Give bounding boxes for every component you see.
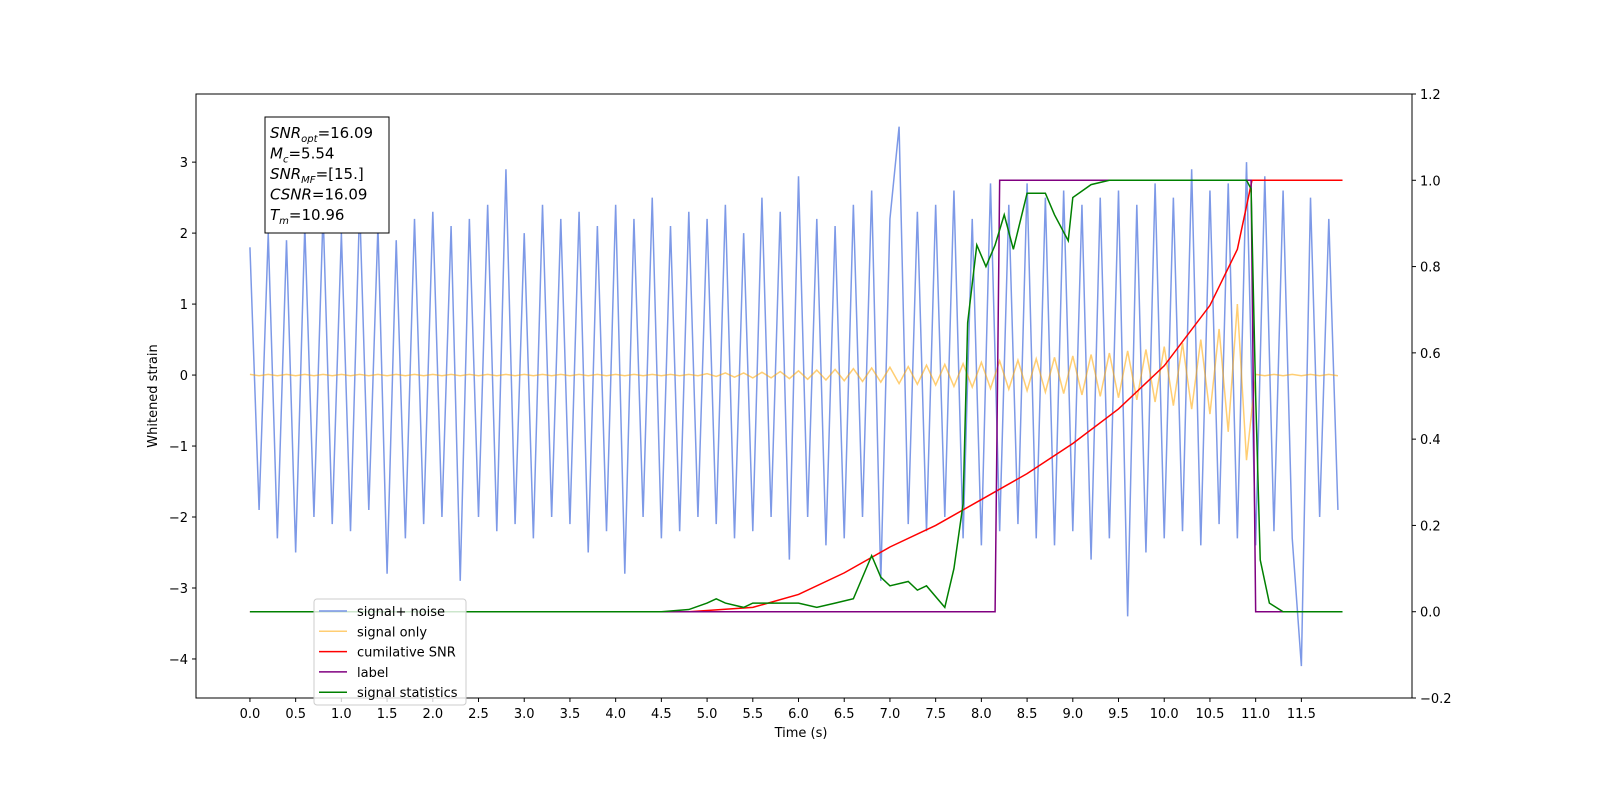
x-tick-label: 6.5 — [834, 707, 855, 722]
legend-label: signal statistics — [357, 686, 458, 701]
y2-tick-label: 0.2 — [1420, 519, 1441, 534]
x-tick-label: 11.0 — [1241, 707, 1270, 722]
annotation-line: CSNR=16.09 — [270, 186, 367, 204]
annotation-sub: c — [283, 155, 289, 166]
y2-tick-label: 1.2 — [1420, 88, 1441, 103]
x-tick-label: 5.0 — [697, 707, 718, 722]
x-tick-label: 8.0 — [971, 707, 992, 722]
annotation-name: M — [270, 145, 283, 163]
legend-label: label — [357, 666, 388, 681]
series-line — [249, 304, 1339, 461]
y2-tick-label: 0.0 — [1420, 606, 1441, 621]
x-tick-label: 10.0 — [1150, 707, 1179, 722]
annotation-name: SNR — [270, 165, 301, 183]
annotation-box — [264, 116, 390, 234]
y2-tick-label: 0.4 — [1420, 433, 1441, 448]
y-tick-label: −3 — [169, 582, 188, 597]
x-tick-label: 3.5 — [560, 707, 581, 722]
x-tick-label: 4.5 — [651, 707, 672, 722]
annotation-name: CSNR — [270, 186, 312, 204]
annotation-sub: m — [279, 216, 289, 227]
x-tick-label: 7.5 — [925, 707, 946, 722]
y-tick-label: −1 — [169, 440, 188, 455]
x-tick-label: 1.0 — [331, 707, 352, 722]
y-tick-label: 3 — [180, 156, 188, 171]
x-tick-label: 10.5 — [1195, 707, 1224, 722]
y2-tick-label: −0.2 — [1420, 692, 1452, 707]
x-tick-label: 9.0 — [1062, 707, 1083, 722]
annotation-name: SNR — [270, 124, 301, 142]
y-tick-label: 1 — [180, 298, 188, 313]
x-tick-label: 6.0 — [788, 707, 809, 722]
y-tick-label: 0 — [180, 369, 188, 384]
x-axis-label: Time (s) — [774, 726, 828, 741]
annotation-name: T — [270, 206, 281, 224]
annotation-line: SNRopt=16.09 — [270, 124, 373, 145]
y2-tick-label: 1.0 — [1420, 174, 1441, 189]
x-tick-label: 4.0 — [605, 707, 626, 722]
legend: signal+ noise signal only cumilative SNR la… — [313, 598, 467, 706]
y-tick-label: 2 — [180, 227, 188, 242]
y-axis-label: Whitened strain — [146, 344, 161, 447]
y2-tick-label: 0.8 — [1420, 261, 1441, 276]
legend-label: cumilative SNR — [357, 646, 456, 661]
annotation-value: =5.54 — [288, 145, 334, 163]
x-tick-label: 0.5 — [285, 707, 306, 722]
x-tick-label: 11.5 — [1287, 707, 1316, 722]
y-tick-label: −4 — [169, 653, 188, 668]
y-tick-label: −2 — [169, 511, 188, 526]
legend-box — [313, 598, 467, 706]
x-tick-label: 9.5 — [1108, 707, 1129, 722]
annotation-sub: opt — [301, 134, 318, 145]
x-tick-label: 3.0 — [514, 707, 535, 722]
series-line — [249, 126, 1339, 667]
annotation-line: Mc=5.54 — [270, 145, 334, 166]
y2-tick-label: 0.6 — [1420, 347, 1441, 362]
annotation-line: SNRMF=[15.] — [270, 165, 364, 186]
annotation-value: =16.09 — [312, 186, 368, 204]
legend-label: signal only — [357, 625, 427, 640]
x-tick-label: 7.0 — [880, 707, 901, 722]
x-tick-label: 2.5 — [468, 707, 489, 722]
x-tick-label: 2.0 — [422, 707, 443, 722]
series-line — [249, 179, 1343, 613]
annotation-sub: MF — [301, 175, 316, 186]
x-tick-label: 5.5 — [742, 707, 763, 722]
annotation: SNRopt=16.09Mc=5.54SNRMF=[15.]CSNR=16.09… — [264, 116, 390, 234]
annotation-line: Tm=10.96 — [270, 206, 344, 227]
legend-label: signal+ noise — [357, 605, 445, 620]
x-tick-label: 1.5 — [377, 707, 398, 722]
series-line — [249, 179, 1343, 613]
x-tick-label: 0.0 — [240, 707, 261, 722]
x-tick-label: 8.5 — [1017, 707, 1038, 722]
annotation-value: =[15.] — [316, 165, 364, 183]
annotation-value: =10.96 — [289, 206, 345, 224]
annotation-value: =16.09 — [318, 124, 374, 142]
plot-frame — [195, 93, 1413, 699]
